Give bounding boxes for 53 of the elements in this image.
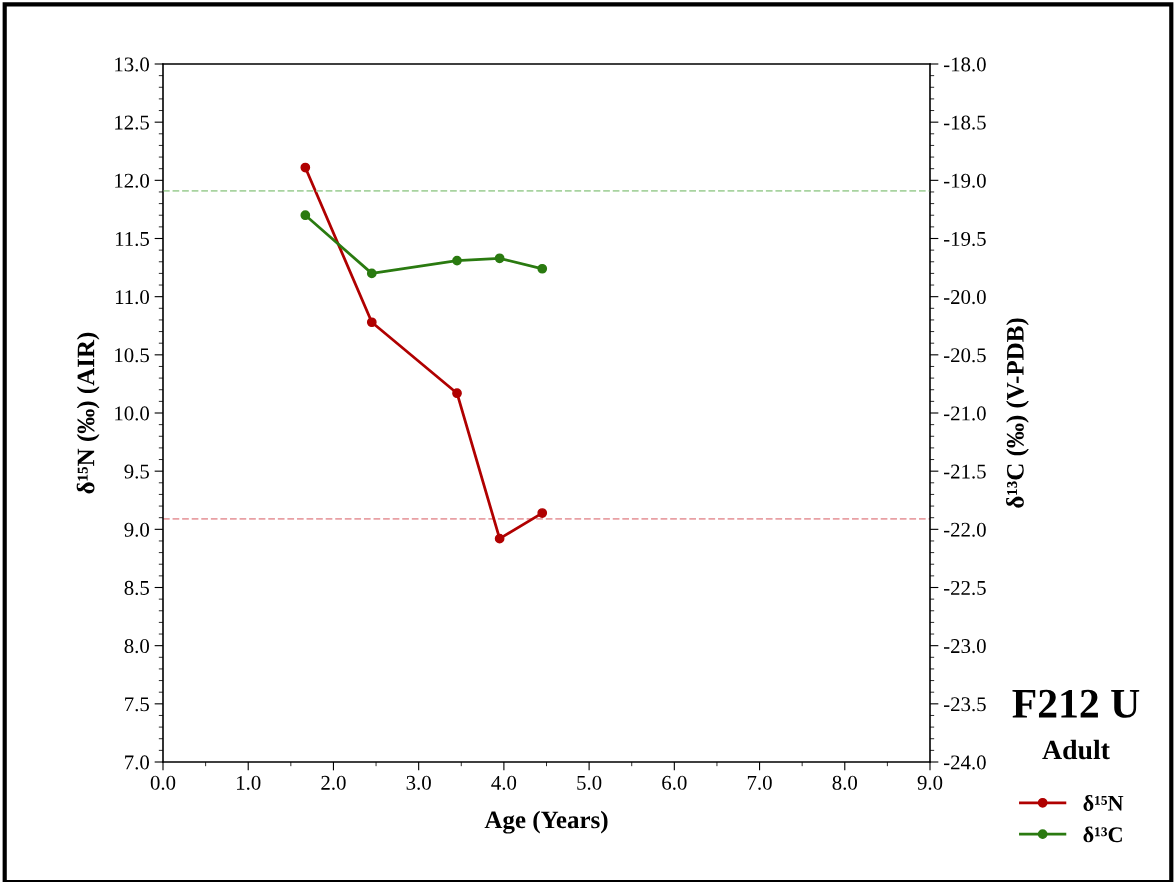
y2-tick-label: -22.0 (943, 522, 986, 537)
point (452, 388, 462, 399)
y2-tick-label: -19.5 (943, 231, 986, 247)
y-tick-label: 9.0 (124, 522, 150, 537)
y2-tick-label: -22.5 (943, 580, 986, 596)
y-tick-label: 13.0 (115, 57, 150, 72)
x-tick-label: 2.0 (321, 775, 346, 790)
legend-label: δ¹³C (1083, 826, 1122, 843)
text: F212 U (1012, 689, 1140, 718)
point (494, 533, 505, 544)
y-tick-label: 11.5 (115, 231, 149, 247)
x-tick-label: 1.0 (237, 775, 261, 790)
y2-tick-label: -21.0 (943, 406, 986, 421)
y-tick-label: 8.0 (124, 639, 150, 654)
y2-tick-label: -18.0 (943, 57, 986, 72)
x-tick-label: 9.0 (917, 775, 943, 790)
x-tick-label: 8.0 (832, 775, 857, 790)
point (494, 253, 505, 264)
legend-label: δ¹⁵N (1083, 795, 1124, 811)
y2-tick-label: -19.0 (943, 173, 986, 188)
point (537, 263, 548, 274)
y2-tick-label: -23.5 (943, 697, 986, 712)
x-tick-label: 0.0 (150, 775, 176, 790)
text: Adult (1042, 739, 1110, 760)
y-tick-label: 7.5 (125, 697, 149, 712)
y-tick-label: 11.0 (115, 290, 150, 305)
x-tick-label: 4.0 (491, 775, 517, 790)
x-tick-label: 7.0 (747, 775, 772, 790)
y-tick-label: 8.5 (124, 580, 149, 596)
point (366, 268, 377, 279)
y2-tick-label: -24.0 (943, 755, 986, 770)
y2-tick-label: -21.5 (943, 464, 986, 479)
y-tick-label: 7.0 (125, 755, 150, 770)
point (300, 162, 311, 173)
x-tick-label: 3.0 (406, 775, 431, 790)
y-tick-label: 10.0 (115, 406, 150, 421)
y2-tick-label: -18.5 (943, 115, 986, 130)
y2-tick-label: -20.0 (943, 290, 986, 305)
y2-tick-label: -20.5 (943, 348, 986, 363)
y-tick-label: 12.5 (115, 115, 149, 130)
point (300, 210, 311, 221)
y2-axis-title: δ¹³C (‰) (V-PDB) (1006, 318, 1029, 508)
y-tick-label: 9.5 (124, 464, 149, 479)
x-axis-title: Age (Years) (484, 810, 608, 834)
point (537, 508, 548, 518)
y-tick-label: 12.0 (115, 173, 150, 188)
y-axis-title: δ¹⁵N (‰) (AIR) (76, 332, 100, 494)
y-tick-label: 10.5 (115, 348, 149, 363)
point (366, 317, 377, 328)
point (452, 255, 462, 266)
x-tick-label: 6.0 (662, 775, 687, 790)
y2-tick-label: -23.0 (943, 639, 986, 654)
x-tick-label: 5.0 (577, 775, 602, 790)
